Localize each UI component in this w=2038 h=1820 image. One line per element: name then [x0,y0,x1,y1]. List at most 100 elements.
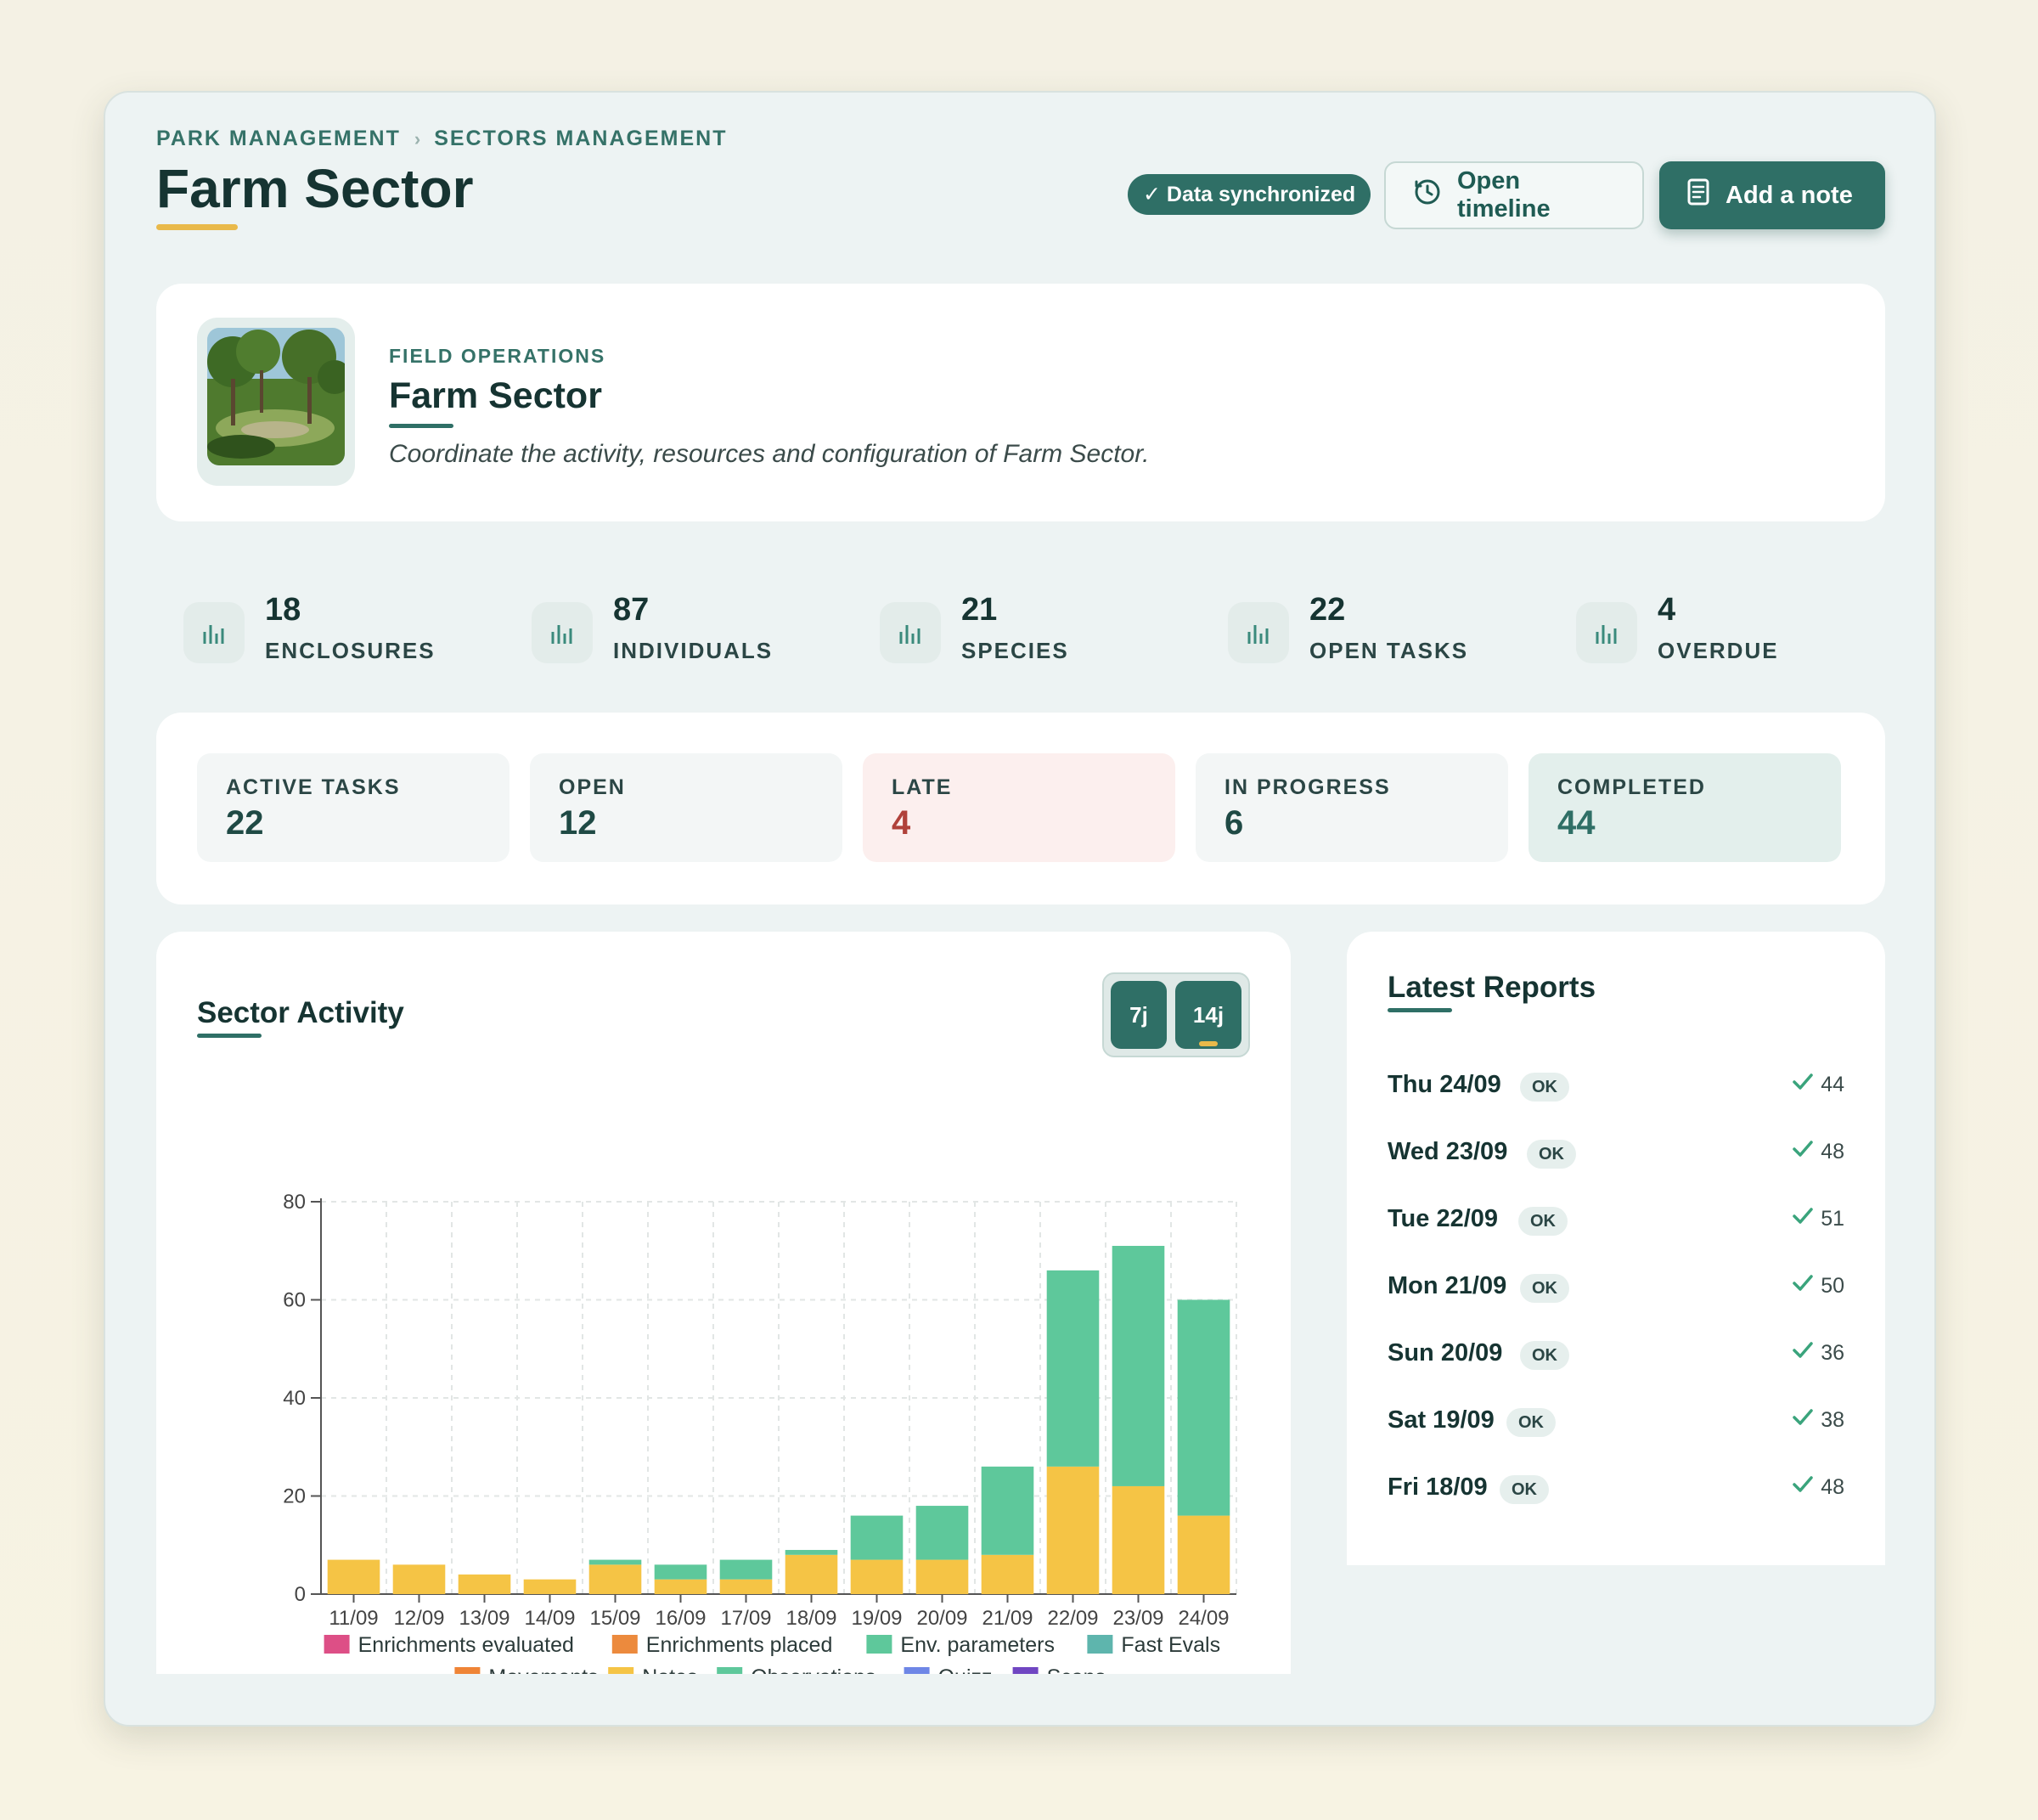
report-row[interactable]: Thu 24/09 OK 44 [1388,1068,1844,1105]
sector-activity-card: Sector Activity 7j 14j 0 20 40 60 80 11/09 12/… [156,932,1291,1674]
legend-swatch [454,1667,481,1674]
title-underline [156,224,238,230]
bar-notes [523,1579,577,1594]
report-date: Mon 21/09 [1388,1272,1507,1299]
report-date: Tue 22/09 [1388,1205,1499,1232]
report-date: Wed 23/09 [1388,1138,1508,1165]
sector-stats: 18 ENCLOSURES 87 INDIVIDUALS 21 SPECIES … [183,592,1885,668]
stat-value: 18 [265,592,301,628]
x-tick-label: 13/09 [459,1607,510,1630]
breadcrumb-separator: › [414,127,421,149]
report-count: 50 [1792,1274,1844,1299]
report-count: 48 [1792,1475,1844,1500]
y-tick-label: 60 [283,1289,306,1312]
bar-notes [654,1579,707,1594]
report-count-value: 48 [1821,1475,1844,1499]
bar-observations [654,1564,707,1580]
bar-observations [719,1559,773,1580]
x-tick-label: 23/09 [1112,1607,1163,1630]
report-row[interactable]: Sat 19/09 OK 38 [1388,1403,1844,1440]
x-tick-label: 21/09 [982,1607,1033,1630]
report-count-value: 36 [1821,1341,1844,1365]
hero-title-underline [389,424,453,428]
x-tick-label: 15/09 [589,1607,640,1630]
bar-observations [850,1515,904,1560]
legend-label: Movements [488,1665,598,1674]
sector-thumbnail [197,318,355,486]
report-row[interactable]: Wed 23/09 OK 48 [1388,1135,1844,1172]
report-count: 38 [1792,1408,1844,1433]
status-badge: OK [1518,1207,1568,1236]
x-tick-label: 11/09 [329,1607,378,1630]
stat-label: OVERDUE [1658,638,1779,663]
legend-label: Quizz [938,1665,993,1674]
breadcrumb-park-management[interactable]: PARK MANAGEMENT [156,127,401,150]
task-summary-card: ACTIVE TASKS 22 OPEN 12 LATE 4 IN PROGRE… [156,713,1885,904]
legend-swatch [904,1667,930,1674]
legend-swatch [1012,1667,1039,1674]
add-note-label: Add a note [1726,181,1853,209]
clock-icon [1413,177,1442,213]
y-tick-label: 40 [283,1387,306,1410]
task-value: 12 [559,804,597,842]
task-active[interactable]: ACTIVE TASKS 22 [197,753,510,862]
x-tick-label: 18/09 [785,1607,836,1630]
status-badge: OK [1520,1341,1569,1370]
task-completed[interactable]: COMPLETED 44 [1528,753,1841,862]
bar-chart-icon [1228,602,1289,663]
bar-notes [327,1559,380,1594]
bar-notes [1112,1485,1165,1594]
bar-notes [392,1564,446,1594]
y-tick-label: 20 [283,1485,306,1508]
status-badge: OK [1520,1274,1569,1303]
range-14j-button[interactable]: 14j [1175,981,1241,1049]
legend-label: Notes [642,1665,697,1674]
hero-eyebrow: FIELD OPERATIONS [389,345,606,367]
report-row[interactable]: Tue 22/09 OK 51 [1388,1202,1844,1239]
range-14j-label: 14j [1192,1001,1224,1028]
report-count-value: 48 [1821,1140,1844,1164]
x-tick-label: 16/09 [655,1607,706,1630]
report-count: 36 [1792,1341,1844,1366]
bar-chart-icon [1576,602,1637,663]
report-date: Sun 20/09 [1388,1339,1503,1366]
bar-observations [1177,1299,1230,1516]
report-count-value: 38 [1821,1408,1844,1432]
task-late[interactable]: LATE 4 [863,753,1175,862]
legend-swatch [717,1667,743,1674]
legend-swatch [608,1667,634,1674]
breadcrumb-sectors-management[interactable]: SECTORS MANAGEMENT [434,127,728,150]
legend-label: Env. parameters [900,1633,1055,1657]
page-title: Farm Sector [156,158,474,219]
status-badge: OK [1500,1475,1549,1504]
task-value: 6 [1224,804,1244,842]
stat-value: 4 [1658,592,1676,628]
activity-title: Sector Activity [197,996,404,1029]
report-row[interactable]: Sun 20/09 OK 36 [1388,1336,1844,1373]
bar-chart-icon [532,602,593,663]
bar-notes [1046,1466,1100,1594]
legend-label: Enrichments placed [646,1633,833,1657]
report-count: 44 [1792,1073,1844,1097]
check-icon [1792,1475,1814,1500]
range-7j-button[interactable]: 7j [1111,981,1167,1049]
check-icon [1792,1274,1814,1299]
bar-observations [588,1559,642,1565]
status-badge: OK [1520,1073,1569,1102]
hero-description: Coordinate the activity, resources and c… [389,440,1150,468]
task-label: LATE [892,775,953,799]
open-timeline-button[interactable]: Open timeline [1384,161,1644,229]
add-note-button[interactable]: Add a note [1659,161,1885,229]
report-row[interactable]: Fri 18/09 OK 48 [1388,1470,1844,1507]
check-icon [1792,1408,1814,1433]
open-timeline-label: Open timeline [1457,167,1551,223]
bar-observations [915,1506,969,1560]
report-row[interactable]: Mon 21/09 OK 50 [1388,1269,1844,1306]
task-in-progress[interactable]: IN PROGRESS 6 [1196,753,1508,862]
task-value: 22 [226,804,264,842]
check-icon [1792,1140,1814,1164]
task-open[interactable]: OPEN 12 [530,753,842,862]
selected-indicator [1199,1041,1218,1046]
stat-value: 87 [613,592,650,628]
sector-hero-card: FIELD OPERATIONS Farm Sector Coordinate … [156,284,1885,521]
